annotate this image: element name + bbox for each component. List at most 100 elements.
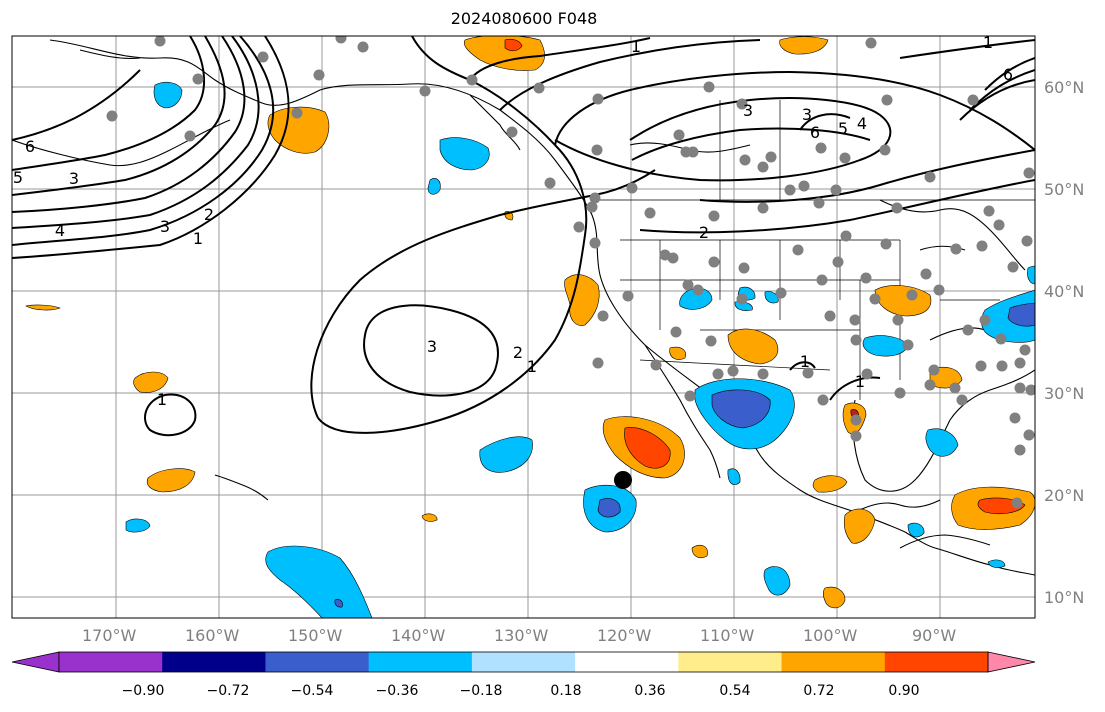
station-dot: [1024, 168, 1035, 179]
station-dot: [921, 269, 932, 280]
anomaly-region: [480, 437, 533, 473]
station-dot: [292, 108, 303, 119]
lon-label-90w: 90°W: [912, 626, 956, 645]
anomaly-region: [728, 469, 740, 485]
colorbar-tick-label: 0.18: [550, 683, 581, 699]
storm-center-marker[interactable]: [614, 471, 632, 489]
colorbar-segment: [782, 652, 886, 672]
contour-label: 2: [204, 205, 214, 224]
station-dot: [817, 275, 828, 286]
station-dot: [934, 285, 945, 296]
station-dot: [950, 383, 961, 394]
anomaly-region: [780, 37, 828, 55]
colorbar-extend-min: [12, 652, 59, 672]
station-dot: [903, 340, 914, 351]
contour-label: 6: [810, 123, 820, 142]
colorbar-tick-label: 0.90: [888, 683, 919, 699]
contour-label: 6: [1003, 65, 1013, 84]
station-dot: [880, 145, 891, 156]
colorbar-tick-label: −0.18: [460, 683, 503, 699]
colorbar-segment: [678, 652, 782, 672]
anomaly-region: [764, 566, 790, 595]
station-dot: [651, 360, 662, 371]
anomaly-region: [863, 336, 908, 357]
anomaly-region: [670, 347, 686, 359]
anomaly-region: [988, 560, 1005, 568]
contour-label: 3: [802, 105, 812, 124]
station-dot: [185, 131, 196, 142]
station-dot: [907, 290, 918, 301]
anomaly-region: [147, 469, 195, 492]
station-dot: [841, 231, 852, 242]
contour-label: 1: [193, 229, 203, 248]
station-dot: [507, 127, 518, 138]
station-dot: [994, 220, 1005, 231]
station-dot: [358, 42, 369, 53]
station-dot: [831, 185, 842, 196]
station-dot: [685, 391, 696, 402]
station-dot: [758, 162, 769, 173]
station-dot: [893, 315, 904, 326]
station-dot: [420, 86, 431, 97]
station-dot: [1015, 383, 1026, 394]
station-dot: [1015, 445, 1026, 456]
station-dot: [785, 185, 796, 196]
contour-label: 2: [513, 343, 523, 362]
anomaly-region: [926, 429, 958, 457]
station-dot: [593, 94, 604, 105]
station-dot: [951, 244, 962, 255]
station-dot: [825, 311, 836, 322]
station-dot: [866, 38, 877, 49]
station-dot: [977, 241, 988, 252]
station-dot: [816, 143, 827, 154]
station-dot: [793, 245, 804, 256]
station-dot: [1020, 345, 1031, 356]
colorbar-segment: [885, 652, 989, 672]
lat-label-50n: 50°N: [1044, 180, 1084, 199]
contour-label: 3: [69, 169, 79, 188]
station-dot: [336, 33, 347, 44]
contour-label: 1: [527, 357, 537, 376]
station-dot: [704, 82, 715, 93]
station-dot: [706, 336, 717, 347]
colorbar-tick-label: −0.90: [122, 683, 165, 699]
station-dot: [728, 366, 739, 377]
station-dot: [709, 257, 720, 268]
colorbar: [12, 652, 1035, 672]
contour-label: 3: [743, 101, 753, 120]
anomaly-region: [428, 178, 440, 194]
station-dot: [668, 253, 679, 264]
colorbar-segment: [162, 652, 266, 672]
station-dot: [851, 431, 862, 442]
anomaly-region: [266, 546, 372, 618]
station-dot: [957, 395, 968, 406]
station-dot: [623, 291, 634, 302]
station-dot: [892, 203, 903, 214]
station-dot: [1012, 498, 1023, 509]
station-dot: [766, 152, 777, 163]
colorbar-segment: [472, 652, 576, 672]
colorbar-segment: [265, 652, 369, 672]
station-dot: [193, 74, 204, 85]
lon-label-120w: 120°W: [597, 626, 651, 645]
station-dot: [758, 203, 769, 214]
lon-label-150w: 150°W: [288, 626, 342, 645]
contour-label: 5: [838, 119, 848, 138]
colorbar-tick-label: 0.36: [634, 683, 665, 699]
station-dot: [968, 95, 979, 106]
station-dot: [574, 222, 585, 233]
station-dot: [645, 208, 656, 219]
station-dot: [671, 327, 682, 338]
station-dot: [833, 257, 844, 268]
lat-label-60n: 60°N: [1044, 78, 1084, 97]
station-dot: [881, 239, 892, 250]
station-dot: [593, 358, 604, 369]
contour-label: 3: [427, 337, 437, 356]
station-dot: [107, 111, 118, 122]
station-dot: [1024, 430, 1035, 441]
station-dot: [814, 198, 825, 209]
contour-label: 1: [157, 390, 167, 409]
station-dot: [984, 206, 995, 217]
contour-label: 5: [13, 168, 23, 187]
map-canvas[interactable]: 4 3 2 1 6 3 5 3 2 1 1 3 2 6 5 4 3 6 1 1 …: [0, 0, 1105, 712]
